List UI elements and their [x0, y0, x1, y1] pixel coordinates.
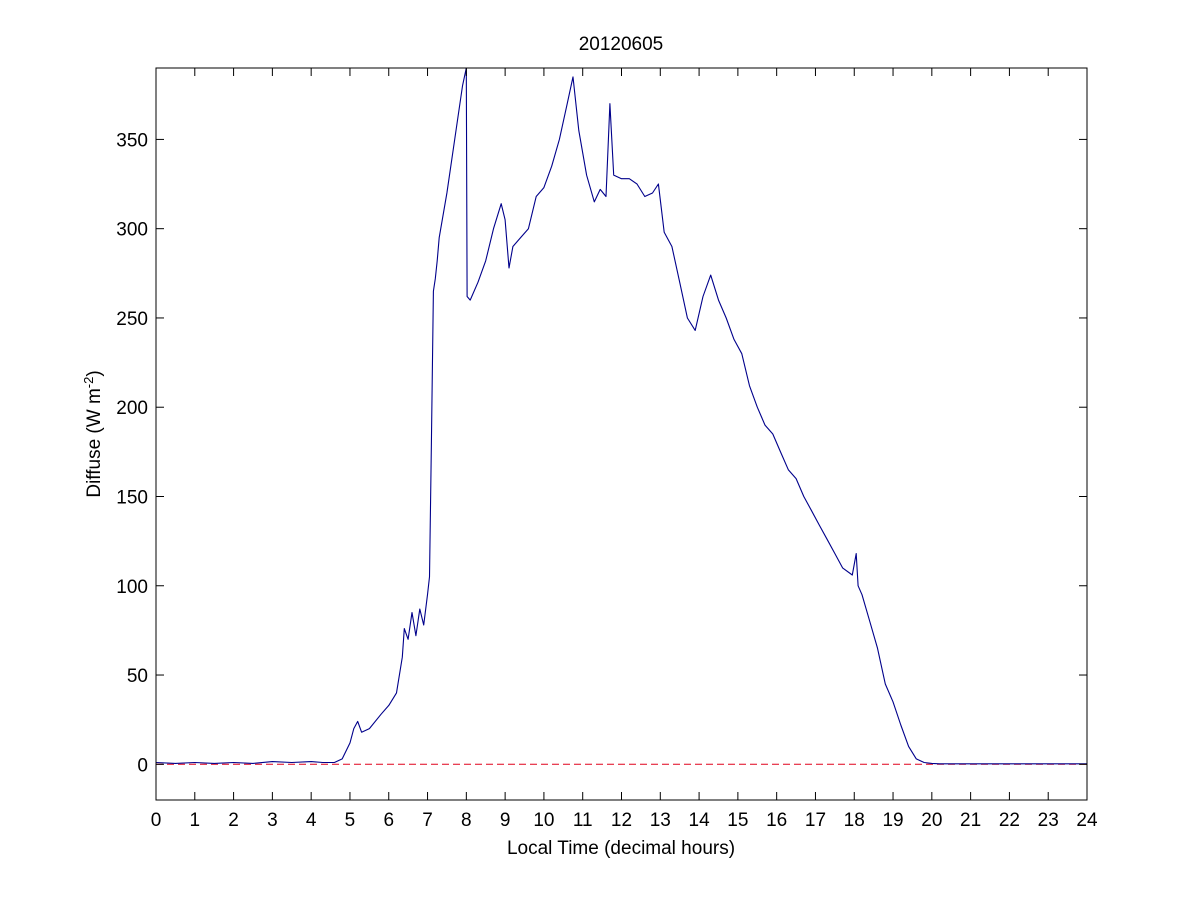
x-tick-label: 17 [805, 810, 826, 831]
y-tick-label: 250 [116, 309, 148, 330]
y-tick-label: 200 [116, 398, 148, 419]
x-axis-label: Local Time (decimal hours) [507, 838, 735, 859]
y-tick-label: 100 [116, 577, 148, 598]
x-tick-label: 15 [727, 810, 748, 831]
x-tick-label: 10 [533, 810, 554, 831]
chart-title: 20120605 [579, 34, 664, 55]
x-tick-label: 7 [422, 810, 433, 831]
x-tick-label: 8 [461, 810, 472, 831]
x-tick-label: 2 [228, 810, 239, 831]
series-line-0 [155, 67, 1087, 765]
y-tick-label: 150 [116, 487, 148, 508]
x-tick-label: 1 [190, 810, 201, 831]
y-tick-label: 50 [127, 666, 148, 687]
x-tick-label: 12 [611, 810, 632, 831]
x-tick-label: 22 [999, 810, 1020, 831]
y-tick-label: 300 [116, 220, 148, 241]
y-axis-label-main: Diffuse (W m [84, 388, 105, 497]
x-tick-label: 13 [650, 810, 671, 831]
x-tick-label: 0 [151, 810, 162, 831]
y-tick-label: 350 [116, 130, 148, 151]
x-tick-label: 20 [921, 810, 942, 831]
x-tick-label: 14 [689, 810, 711, 831]
plot-area: 0 1 2 3 4 5 6 7 8 9 10 11 12 13 14 15 16 17 18 19 20 21 22 23 24… [116, 67, 1098, 831]
y-axis-label-exponent: -2 [81, 377, 96, 389]
y-tick-label: 0 [137, 755, 148, 776]
x-tick-label: 5 [345, 810, 356, 831]
x-tick-label: 11 [573, 810, 593, 831]
x-tick-label: 4 [306, 810, 317, 831]
x-tick-label: 21 [960, 810, 981, 831]
x-tick-label: 18 [844, 810, 865, 831]
x-tick-label: 23 [1038, 810, 1059, 831]
x-tick-label: 19 [882, 810, 903, 831]
x-tick-label: 24 [1076, 810, 1098, 831]
y-axis-label-close: ) [84, 370, 105, 376]
x-tick-label: 9 [500, 810, 511, 831]
x-tick-label: 3 [267, 810, 278, 831]
x-tick-label: 6 [383, 810, 394, 831]
y-axis-label: Diffuse (W m-2) [81, 370, 106, 497]
x-tick-label: 16 [766, 810, 787, 831]
